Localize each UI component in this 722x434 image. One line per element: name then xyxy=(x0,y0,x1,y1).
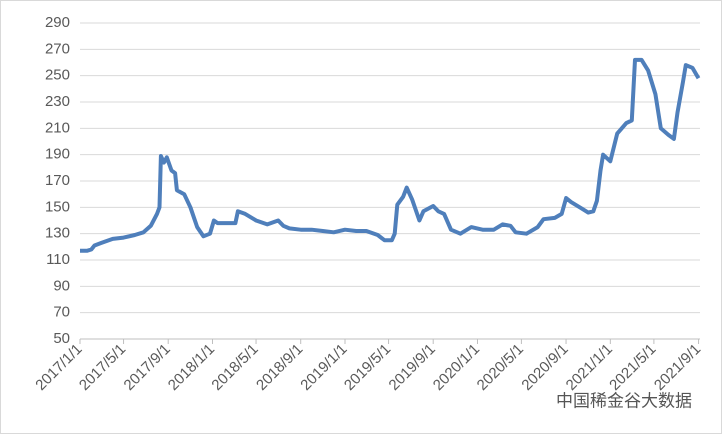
y-tick-label: 270 xyxy=(45,40,70,57)
watermark: 中国稀金谷大数据 xyxy=(556,391,692,410)
y-tick-label: 70 xyxy=(53,304,70,321)
y-tick-label: 210 xyxy=(45,119,70,136)
y-tick-label: 250 xyxy=(45,67,70,84)
y-tick-label: 190 xyxy=(45,146,70,163)
y-tick-label: 50 xyxy=(53,330,70,347)
y-tick-label: 130 xyxy=(45,225,70,242)
y-tick-label: 290 xyxy=(45,14,70,31)
line xyxy=(80,57,701,253)
y-tick-label: 110 xyxy=(46,251,70,268)
y-tick-label: 90 xyxy=(53,277,70,294)
y-tick-label: 170 xyxy=(45,172,70,189)
y-tick-label: 230 xyxy=(45,93,70,110)
y-tick-label: 150 xyxy=(45,198,70,215)
